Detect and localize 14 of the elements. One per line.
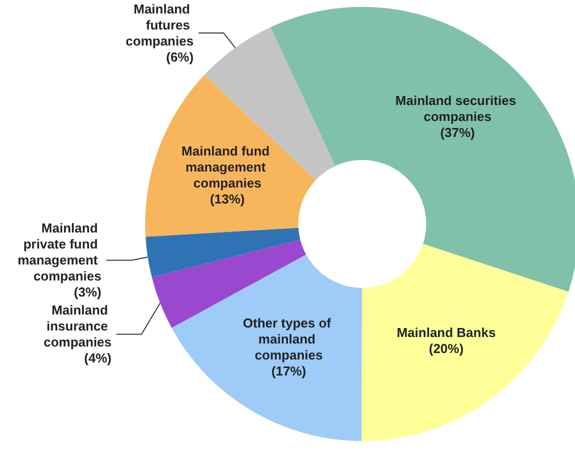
slice-label: Mainland insurance companies <box>44 302 112 350</box>
slice-label: Mainland private fund management companies <box>18 220 102 284</box>
data-label: (13%) <box>210 191 245 206</box>
slice-label: Mainland securities companies <box>395 93 520 124</box>
data-label: (17%) <box>271 364 306 379</box>
data-label: (4%) <box>84 350 112 366</box>
slice-label: Mainland futures companies <box>126 2 194 48</box>
slice-label: Other types of mainland companies <box>242 316 335 363</box>
data-label: (3%) <box>74 284 102 300</box>
data-label: (37%) <box>440 125 475 140</box>
slice-label: Mainland fund management companies <box>182 143 274 190</box>
data-label: (6%) <box>166 50 194 64</box>
data-label: (20%) <box>428 340 464 356</box>
slice-label: Mainland Banks <box>396 324 496 340</box>
